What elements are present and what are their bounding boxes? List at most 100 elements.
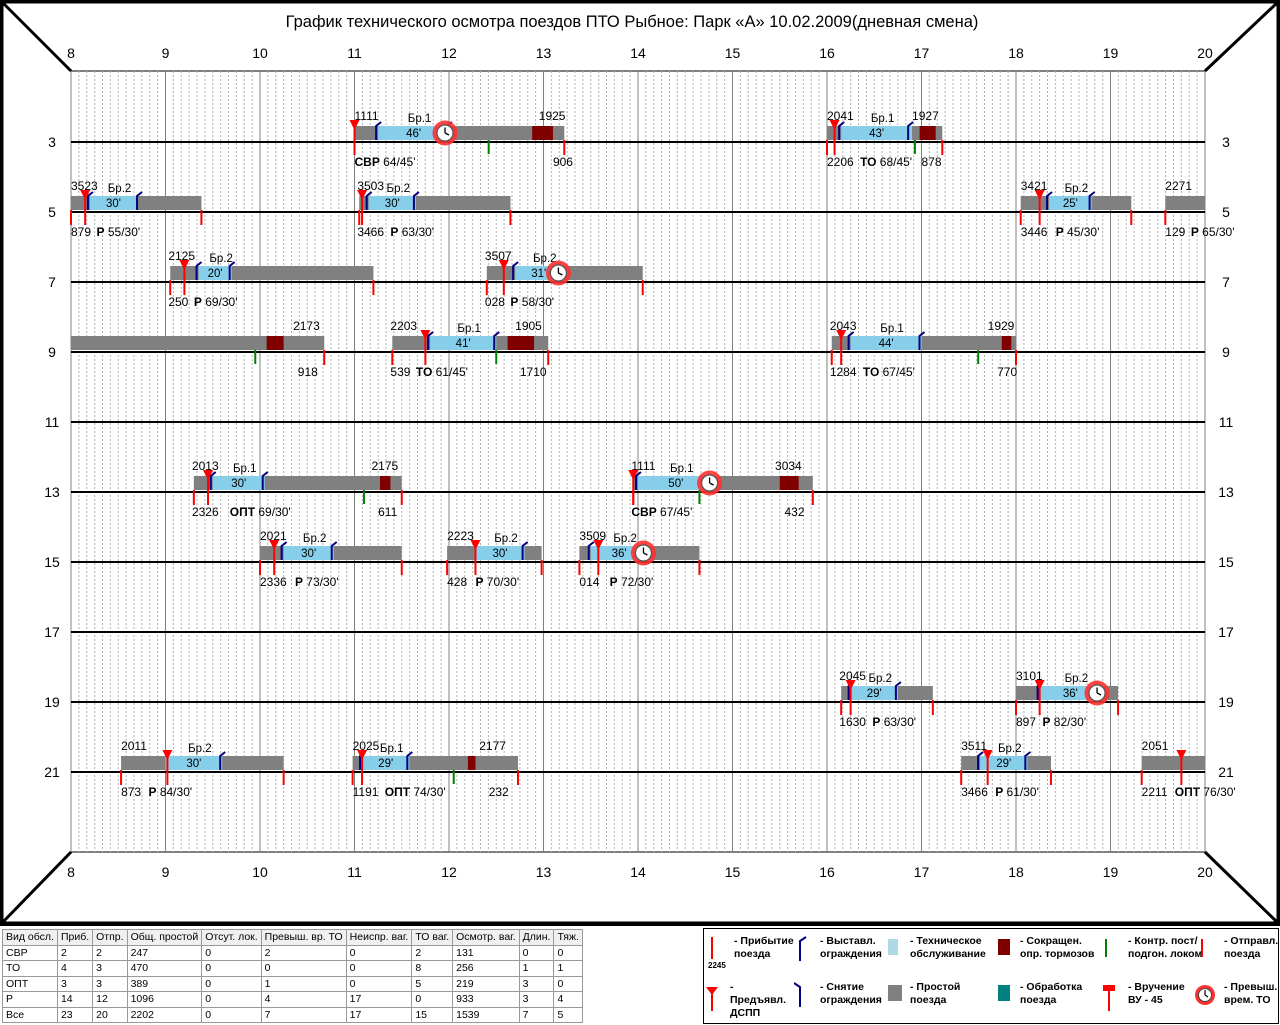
brake-bar <box>507 336 535 350</box>
legend-arrival-label: - Прибытие поезда <box>734 935 794 960</box>
brigade-label: Бр.2 <box>209 253 233 265</box>
stats-cell: 256 <box>452 960 520 977</box>
stats-cell: 2202 <box>126 1006 203 1023</box>
train-info-label: Р 69/30' <box>194 295 238 309</box>
idle-bar <box>1141 756 1205 770</box>
track-label-right: 19 <box>1218 694 1234 710</box>
stats-cell: 0 <box>345 944 413 961</box>
stats-header-cell: ТО ваг. <box>411 929 454 946</box>
brigade-label: Бр.2 <box>303 533 327 545</box>
fence-mark <box>195 261 203 280</box>
service-kind: Р <box>475 575 483 589</box>
legend-brake: - Сокращен. опр. тормозов <box>994 931 1094 973</box>
inspection-gantt-chart: График технического осмотра поездов ПТО … <box>0 0 1280 925</box>
brigade-label: Бр.2 <box>1065 183 1089 195</box>
arrival-flag <box>420 330 431 340</box>
train-info-label: 014 <box>579 575 599 589</box>
hour-label-bottom: 18 <box>1008 864 1024 880</box>
fence-mark <box>86 191 94 210</box>
train-info-label: Р 61/30' <box>995 785 1039 799</box>
legend-arrival: 2245 - Прибытие поезда <box>708 931 798 973</box>
fence-mark <box>330 541 338 560</box>
fence-mark <box>512 261 519 280</box>
service-time: 61/30' <box>1003 785 1039 799</box>
train-info-label: 432 <box>784 505 804 519</box>
arrival-flag <box>349 120 360 130</box>
train-number-label: 2043 <box>830 319 857 333</box>
bottom-panel: Вид обсл. Приб. Отпр. Общ. простой Отсут. ло… <box>0 925 1280 1025</box>
stats-row: Все 23 20 2202 0 7 17 15 1539 7 5 <box>2 1006 583 1023</box>
hour-label-bottom: 13 <box>536 864 552 880</box>
chart-title: График технического осмотра поездов ПТО … <box>286 13 979 31</box>
service-duration-label: 29' <box>378 758 393 770</box>
train-info-label: 918 <box>298 365 318 379</box>
arrival-flag <box>179 260 190 270</box>
brigade-label: Бр.2 <box>613 533 637 545</box>
stats-cell: 1 <box>518 960 555 977</box>
track-label-right: 5 <box>1222 204 1230 220</box>
legend: 2245 - Прибытие поезда - Выставл. огражд… <box>703 928 1279 1024</box>
hour-label-bottom: 8 <box>67 864 75 880</box>
fence-set-icon <box>799 936 807 961</box>
stats-cell: 5 <box>411 975 454 992</box>
train-number-label: 3507 <box>485 249 512 263</box>
stats-cell: 0 <box>553 975 583 992</box>
departure-tick-icon <box>1201 939 1203 957</box>
stats-header-cell: Тяж. <box>553 929 583 946</box>
service-kind: Р <box>295 575 303 589</box>
track-label-left: 3 <box>48 134 56 150</box>
train-info-label: Р 84/30' <box>148 785 192 799</box>
stats-cell: 3 <box>92 975 128 992</box>
brigade-label: Бр.2 <box>494 533 518 545</box>
train-info-label: ОПТ 76/30' <box>1175 785 1236 799</box>
stats-cell: 0 <box>345 960 413 977</box>
service-duration-label: 30' <box>106 198 121 210</box>
service-bar <box>850 336 922 350</box>
track-label-right: 11 <box>1219 414 1234 430</box>
train-number-label: 2025 <box>353 739 380 753</box>
service-kind: ОПТ <box>1175 785 1201 799</box>
train-info-label: 879 <box>71 225 91 239</box>
brake-bar <box>779 476 799 490</box>
stats-cell: 5 <box>553 1006 583 1023</box>
train-number-label: 2045 <box>839 669 866 683</box>
service-duration-label: 30' <box>231 478 246 490</box>
train-number-label: 3421 <box>1021 179 1048 193</box>
brigade-label: Бр.2 <box>533 253 557 265</box>
service-swatch-icon <box>888 939 898 955</box>
stats-cell: 8 <box>411 960 454 977</box>
stats-cell: 219 <box>452 975 520 992</box>
service-kind: Р <box>995 785 1003 799</box>
service-bar <box>475 546 525 560</box>
stats-row: СВР 2 2 247 0 2 0 2 131 0 0 <box>2 944 583 961</box>
service-kind: Р <box>1191 225 1199 239</box>
stats-cell: 17 <box>345 1006 413 1023</box>
brake-bar <box>467 756 476 770</box>
brake-swatch-icon <box>998 939 1010 955</box>
service-bar <box>430 336 497 350</box>
service-time: 84/30' <box>157 785 193 799</box>
brigade-label: Бр.2 <box>868 673 892 685</box>
brake-bar <box>266 336 284 350</box>
arrival-flag <box>836 330 847 340</box>
fence-mark <box>375 121 382 140</box>
train-number-label: 2051 <box>1142 739 1169 753</box>
stats-row: ОПТ 3 3 389 0 1 0 5 219 3 0 <box>2 975 583 992</box>
legend-fence-set-label: - Выставл. ограждения <box>820 935 882 960</box>
brigade-label: Бр.1 <box>380 743 404 755</box>
train-info-label: 873 <box>121 785 141 799</box>
service-time: 55/30' <box>105 225 141 239</box>
train-info-label: 232 <box>489 785 509 799</box>
track-label-right: 21 <box>1218 764 1234 780</box>
fence-mark <box>635 471 642 490</box>
stats-header-cell: Отпр. <box>92 929 128 946</box>
service-bars: 46' Бр.1 43' Бр.1 30' Бр.2 30' Бр.2 25' Бр.2 20' Бр… <box>89 113 1102 770</box>
brigade-label: Бр.2 <box>188 743 212 755</box>
frame-lines <box>0 0 1280 925</box>
service-duration-label: 36' <box>612 548 627 560</box>
service-duration-label: 25' <box>1063 198 1078 210</box>
stats-cell: 131 <box>452 944 520 961</box>
stats-cell: 17 <box>345 991 413 1008</box>
stats-cell: 1 <box>260 975 347 992</box>
train-info-label: 2336 <box>260 575 287 589</box>
